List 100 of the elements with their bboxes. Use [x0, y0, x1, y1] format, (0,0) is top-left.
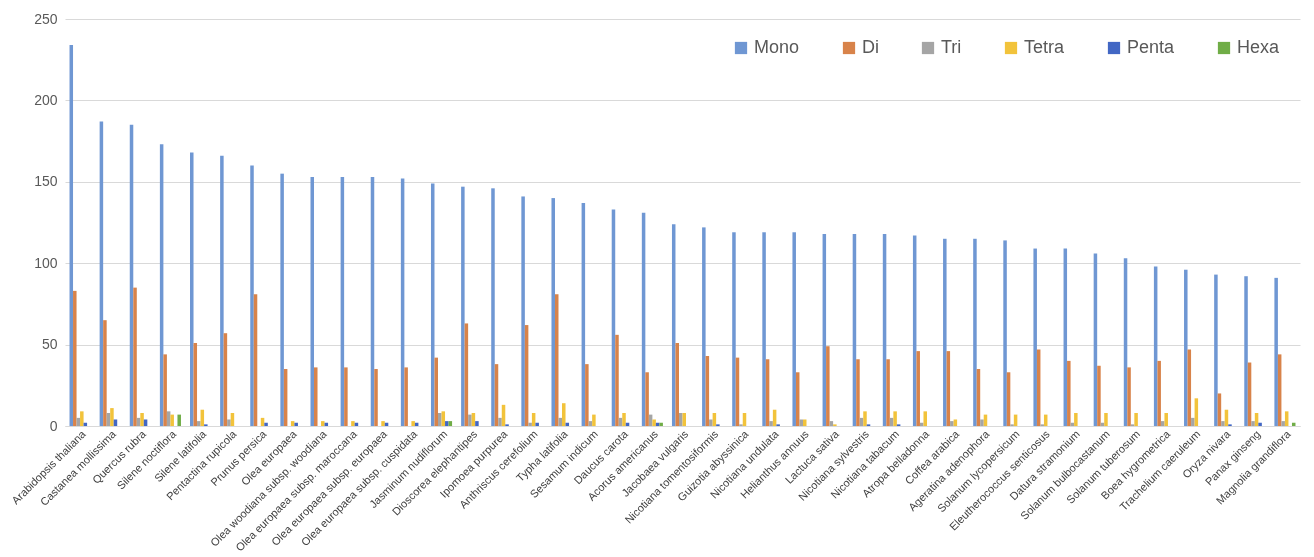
bar	[615, 334, 619, 426]
legend-label: Penta	[1127, 37, 1176, 57]
bar	[1134, 412, 1138, 426]
bar	[1074, 412, 1078, 426]
bar	[1191, 417, 1195, 426]
y-tick-label: 100	[34, 254, 58, 271]
bar	[1274, 277, 1278, 426]
bar	[321, 421, 325, 426]
bar	[659, 422, 663, 426]
bar	[1251, 421, 1255, 426]
legend-label: Mono	[754, 37, 800, 57]
y-tick-label: 150	[34, 173, 58, 190]
bar	[468, 414, 472, 426]
bar	[498, 417, 502, 426]
bar	[792, 232, 796, 426]
legend-label: Tri	[941, 37, 962, 57]
bar	[826, 346, 830, 426]
bar	[264, 422, 268, 426]
bar	[103, 320, 107, 426]
y-tick-label: 50	[41, 336, 58, 353]
bar	[143, 419, 148, 426]
bar	[140, 412, 144, 426]
bar	[953, 419, 958, 426]
bar	[190, 152, 194, 426]
bar	[678, 412, 683, 426]
bar	[645, 372, 649, 426]
bar	[163, 354, 167, 426]
bar	[1127, 367, 1131, 426]
bar	[521, 196, 525, 426]
bar	[411, 421, 415, 426]
y-tick-label: 200	[34, 91, 58, 108]
bar	[652, 419, 656, 426]
bar	[592, 414, 596, 426]
bar	[1281, 421, 1285, 426]
bar	[558, 417, 563, 426]
bar	[863, 411, 867, 426]
bar	[351, 421, 355, 426]
bar	[1221, 421, 1225, 426]
bar	[374, 369, 378, 426]
bar	[585, 364, 589, 426]
bar	[1258, 422, 1262, 426]
bar	[551, 198, 555, 426]
bar	[1244, 276, 1248, 426]
bar	[535, 422, 539, 426]
bar	[973, 238, 977, 426]
bar	[445, 421, 449, 426]
bar	[732, 232, 736, 426]
bar	[110, 408, 114, 426]
bar	[491, 188, 495, 426]
y-tick-label: 250	[34, 10, 58, 27]
bar	[675, 342, 679, 426]
bar	[227, 419, 231, 426]
bar	[220, 155, 224, 426]
bar	[528, 422, 532, 426]
bar	[294, 422, 298, 426]
bar	[404, 367, 408, 426]
bar	[709, 419, 713, 426]
y-tick-label: 0	[49, 417, 58, 434]
bar	[1214, 274, 1218, 426]
bar	[80, 411, 84, 426]
bar	[250, 165, 254, 426]
bar	[314, 367, 318, 426]
bar	[762, 232, 766, 426]
bar	[1164, 412, 1168, 426]
bar	[622, 412, 626, 426]
bar	[769, 421, 773, 426]
bar	[1033, 248, 1037, 426]
bar	[943, 238, 947, 426]
bar	[73, 290, 77, 426]
bar	[1003, 240, 1007, 426]
bar	[980, 419, 984, 426]
bar	[562, 403, 566, 426]
bar	[310, 176, 315, 426]
bar	[133, 287, 137, 426]
legend-label: Tetra	[1024, 37, 1066, 57]
legend-label: Hexa	[1237, 37, 1281, 57]
bar	[1184, 269, 1188, 426]
bar	[1097, 365, 1101, 426]
bar	[856, 359, 860, 426]
bar	[113, 419, 118, 426]
bar	[1104, 412, 1108, 426]
bar	[950, 421, 954, 426]
bar	[177, 414, 181, 426]
bar	[461, 186, 465, 426]
bar	[1067, 360, 1071, 426]
bar	[170, 414, 174, 426]
bar	[1157, 360, 1161, 426]
bar	[381, 421, 385, 426]
bar	[923, 411, 927, 426]
bar	[475, 421, 479, 426]
bar	[799, 419, 803, 426]
bar	[438, 412, 442, 426]
bar	[702, 227, 706, 426]
bar	[916, 351, 920, 426]
bar	[434, 357, 439, 426]
bar	[893, 411, 897, 426]
legend-label: Di	[862, 37, 879, 57]
bar	[802, 419, 807, 426]
bar	[197, 421, 201, 426]
bar	[886, 359, 890, 426]
